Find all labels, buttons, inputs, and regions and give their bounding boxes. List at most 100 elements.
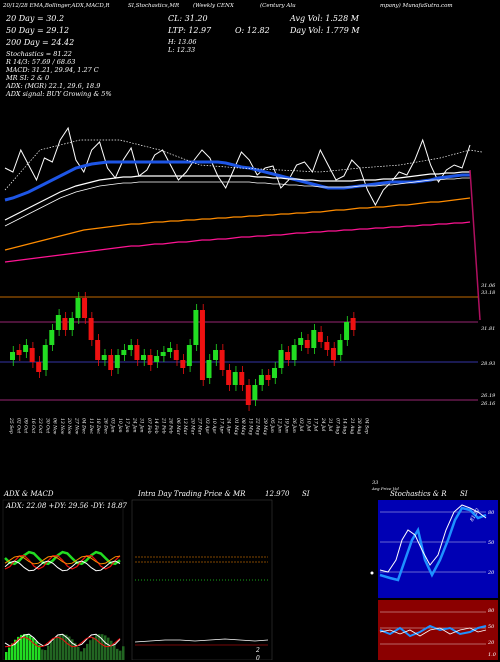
macd-histogram-bar bbox=[80, 651, 83, 660]
x-tick-label: 17 Jan bbox=[124, 418, 130, 433]
candlestick-group bbox=[10, 292, 356, 411]
candle-body bbox=[258, 375, 264, 385]
price-label: 31.81 bbox=[481, 326, 495, 332]
footer-label-33: 33 bbox=[372, 480, 379, 486]
candle-body bbox=[278, 350, 284, 368]
candle-body bbox=[16, 350, 22, 355]
stoch-panel bbox=[378, 500, 498, 598]
macd-histogram-bar bbox=[83, 648, 86, 660]
macd-histogram-bar bbox=[38, 645, 41, 660]
macd-histogram-bar bbox=[29, 635, 32, 660]
candle-body bbox=[23, 345, 29, 352]
x-tick-label: 25 Sep bbox=[8, 417, 14, 434]
candle-body bbox=[114, 355, 120, 368]
candle-body bbox=[147, 355, 153, 365]
macd-histogram-bar bbox=[5, 652, 8, 660]
low-label: L: 12.33 bbox=[168, 46, 196, 54]
price-label: 28.93 bbox=[480, 361, 495, 367]
line-ema20 bbox=[4, 160, 470, 202]
macd-histogram-bar bbox=[50, 641, 53, 660]
macd-histogram-bar bbox=[98, 634, 101, 660]
x-tick-label: 26 Jun bbox=[291, 417, 297, 433]
candle-body bbox=[193, 310, 199, 345]
candle-body bbox=[160, 352, 166, 356]
x-tick-label: 12 Jun bbox=[276, 418, 282, 433]
adx-values: ADX: 22.08 +DY: 29.56 -DY: 18.87 bbox=[6, 502, 127, 510]
header-title-4: (Century Alu bbox=[260, 3, 296, 9]
candle-body bbox=[180, 360, 186, 368]
x-tick-label: 28 Feb bbox=[168, 417, 174, 434]
macd-histogram-bar bbox=[8, 647, 11, 660]
stoch-d-line bbox=[379, 504, 487, 573]
candle-body bbox=[88, 318, 94, 340]
candle-body bbox=[127, 345, 133, 350]
candle-body bbox=[232, 372, 238, 385]
header-title-2: SI,Stochastics,MR bbox=[128, 3, 180, 9]
price-label: 26.19 bbox=[480, 393, 496, 399]
intra-panel-suffix: SI bbox=[302, 490, 310, 498]
macd-histogram-bar bbox=[32, 637, 35, 660]
x-tick-label: 10 Jul bbox=[305, 418, 311, 432]
macd-histogram-bar bbox=[23, 634, 26, 660]
macd-histogram-bar bbox=[35, 641, 38, 660]
candle-body bbox=[186, 345, 192, 366]
adx-panel bbox=[2, 499, 124, 660]
x-tick-label: 31 Jan bbox=[139, 418, 145, 433]
x-tick-label: 26 Dec bbox=[102, 417, 108, 434]
macd-histogram-bar bbox=[95, 635, 98, 660]
x-tick-label: 14 Aug bbox=[342, 418, 348, 434]
x-tick-label: 14 Feb bbox=[153, 418, 159, 434]
candle-body bbox=[252, 385, 258, 400]
candle-body bbox=[317, 332, 323, 342]
intra-panel-title: Intra Day Trading Price & MR bbox=[138, 490, 246, 498]
macd-histogram-bar bbox=[44, 650, 47, 660]
candle-body bbox=[75, 298, 81, 318]
x-tick-label: 18 Dec bbox=[95, 418, 101, 434]
macd-histogram-bar bbox=[59, 634, 62, 660]
candle-body bbox=[154, 356, 160, 362]
day-vol-label: Day Vol: 1.779 M bbox=[290, 26, 360, 35]
x-tick-label: 16 Oct bbox=[30, 418, 36, 433]
candle-body bbox=[42, 345, 48, 370]
macd-histogram-bar bbox=[47, 645, 50, 660]
header-title-1: 20/12/28 EMA,Bollinger,ADX,MACD,R bbox=[3, 3, 110, 9]
ema20-label: 20 Day = 30.2 bbox=[6, 14, 65, 23]
line-drop bbox=[469, 169, 481, 321]
rsi-line bbox=[379, 624, 487, 638]
macd-histogram-bar bbox=[74, 642, 77, 660]
price-label: 31.06 bbox=[481, 283, 496, 289]
x-tick-label: 28 Aug bbox=[356, 417, 362, 434]
candle-body bbox=[141, 355, 146, 360]
candle-body bbox=[344, 322, 350, 340]
x-axis-labels: 25 Sep 02 Oct 09 Oct 16 Oct 23 Oct 30 Oct 06 N… bbox=[8, 417, 369, 435]
candle-body bbox=[213, 350, 219, 360]
x-tick-label: 10 Jan bbox=[117, 418, 123, 433]
macd-histogram-bar bbox=[11, 643, 14, 660]
x-tick-label: 01 May bbox=[233, 418, 239, 435]
intra-mrsi-line bbox=[134, 638, 269, 643]
candle-body bbox=[68, 318, 74, 330]
x-tick-label: 24 Jul bbox=[320, 417, 326, 432]
candle-body bbox=[134, 345, 140, 360]
line-ema50 bbox=[4, 171, 470, 221]
macd-line bbox=[4, 633, 121, 647]
line-bollinger-mid bbox=[4, 177, 470, 227]
footer-label-avg: Avg Price Vol bbox=[372, 486, 399, 491]
candle-body bbox=[121, 350, 127, 355]
macd-histogram-bar bbox=[17, 636, 20, 660]
x-tick-label: 22 May bbox=[255, 417, 261, 435]
candle-body bbox=[265, 375, 271, 380]
rsi-level-80: 80 bbox=[488, 608, 495, 614]
macd-histogram-bar bbox=[101, 634, 104, 660]
ema50-label: 50 Day = 29.12 bbox=[6, 26, 70, 35]
x-tick-label: 13 Nov bbox=[59, 418, 65, 435]
candle-body bbox=[298, 338, 304, 345]
ema-lines-group bbox=[4, 126, 483, 321]
x-tick-label: 21 Aug bbox=[349, 417, 355, 434]
macd-histogram-bar bbox=[14, 639, 17, 660]
stoch-label: Stochastics = 81.22 bbox=[6, 50, 72, 58]
candle-body bbox=[49, 330, 55, 345]
x-tick-label: 17 Jul bbox=[313, 418, 319, 432]
x-tick-label: 07 Feb bbox=[146, 418, 152, 434]
